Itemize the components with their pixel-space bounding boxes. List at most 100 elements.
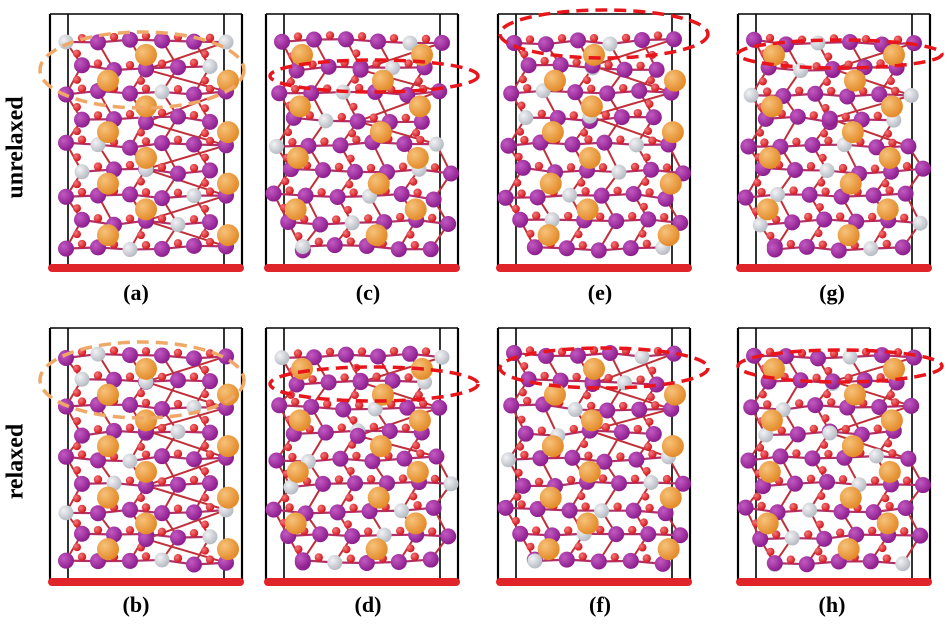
purple-atom: [512, 211, 529, 228]
purple-atom: [871, 399, 888, 416]
oxygen-atom: [157, 423, 167, 433]
oxygen-atom: [93, 425, 103, 434]
oxygen-atom: [189, 163, 199, 173]
purple-atom: [58, 188, 74, 205]
orange-atom: [837, 224, 860, 247]
oxygen-atom: [201, 153, 209, 162]
purple-atom: [288, 376, 305, 393]
oxygen-atom: [349, 416, 358, 425]
orange-atom: [539, 172, 562, 195]
oxygen-atom: [756, 128, 765, 137]
oxygen-atom: [284, 128, 293, 137]
orange-atom: [135, 512, 157, 535]
purple-atom: [672, 527, 689, 544]
oxygen-atom: [822, 390, 831, 399]
oxygen-atom: [404, 373, 413, 382]
oxygen-atom: [157, 372, 167, 382]
purple-atom: [561, 502, 578, 519]
purple-atom: [338, 346, 354, 363]
gray-atom: [344, 215, 360, 231]
oxygen-atom: [884, 129, 893, 138]
orange-atom: [876, 198, 899, 221]
oxygen-atom: [414, 390, 423, 399]
gray-atom: [810, 35, 826, 51]
oxygen-atom: [285, 503, 294, 512]
oxygen-atom: [409, 177, 418, 186]
oxygen-atom: [413, 188, 422, 197]
orange-atom: [365, 224, 388, 247]
oxygen-atom: [173, 449, 183, 458]
oxygen-atom: [314, 553, 323, 562]
gray-atom: [802, 502, 818, 518]
orange-atom: [217, 172, 239, 195]
purple-atom: [515, 477, 531, 494]
oxygen-atom: [157, 477, 167, 486]
purple-atom: [422, 241, 439, 258]
purple-atom: [532, 450, 549, 467]
purple-atom: [497, 189, 514, 206]
purple-atom: [274, 33, 290, 50]
purple-atom: [440, 216, 457, 233]
orange-atom: [135, 43, 157, 66]
orange-atom: [291, 357, 313, 380]
oxygen-atom: [93, 59, 103, 68]
oxygen-atom: [348, 129, 357, 138]
purple-atom: [645, 109, 662, 126]
oxygen-atom: [642, 239, 651, 249]
panel-label-a: (a): [123, 280, 149, 305]
oxygen-atom: [511, 516, 520, 525]
structure-panel-g: [736, 13, 944, 272]
purple-atom: [74, 111, 90, 128]
oxygen-atom: [93, 371, 103, 380]
purple-atom: [740, 452, 757, 469]
oxygen-atom: [201, 390, 209, 399]
orange-atom: [756, 198, 779, 221]
oxygen-atom: [189, 372, 199, 381]
purple-atom: [599, 402, 616, 419]
purple-atom: [122, 552, 138, 569]
oxygen-atom: [818, 466, 827, 475]
oxygen-atom: [886, 77, 895, 86]
orange-atom: [876, 512, 899, 535]
purple-atom: [186, 504, 202, 521]
purple-atom: [608, 213, 625, 230]
surface-highlight-ellipse: [38, 30, 246, 110]
orange-atom: [661, 121, 684, 144]
oxygen-atom: [77, 450, 87, 459]
purple-atom: [122, 85, 138, 102]
purple-atom: [839, 88, 856, 105]
surface-highlight-ellipse: [498, 346, 710, 390]
oxygen-atom: [885, 186, 894, 195]
purple-atom: [515, 159, 531, 176]
oxygen-atom: [766, 231, 775, 240]
oxygen-atom: [824, 52, 833, 61]
orange-atom: [97, 69, 119, 92]
purple-atom: [329, 189, 346, 206]
gray-atom: [58, 34, 74, 50]
oxygen-atom: [814, 547, 823, 556]
panel-label-g: (g): [819, 280, 845, 305]
orange-atom: [663, 69, 686, 92]
oxygen-atom: [868, 526, 877, 536]
oxygen-atom: [366, 475, 376, 484]
purple-atom: [315, 475, 331, 492]
purple-atom: [170, 476, 186, 493]
orange-atom: [406, 146, 429, 169]
gray-atom: [567, 402, 583, 418]
oxygen-atom: [638, 229, 647, 238]
purple-atom: [772, 448, 789, 465]
oxygen-atom: [577, 178, 586, 187]
oxygen-atom: [873, 111, 882, 121]
purple-atom: [352, 61, 369, 78]
orange-atom: [369, 121, 392, 144]
oxygen-atom: [760, 450, 769, 459]
oxygen-atom: [349, 102, 358, 111]
orange-atom: [97, 224, 119, 247]
oxygen-atom: [281, 177, 290, 186]
oxygen-atom: [792, 137, 801, 147]
orange-atom: [539, 486, 562, 509]
oxygen-atom: [610, 552, 619, 562]
oxygen-atom: [809, 111, 818, 120]
orange-atom: [367, 172, 390, 195]
orange-atom: [583, 357, 605, 380]
